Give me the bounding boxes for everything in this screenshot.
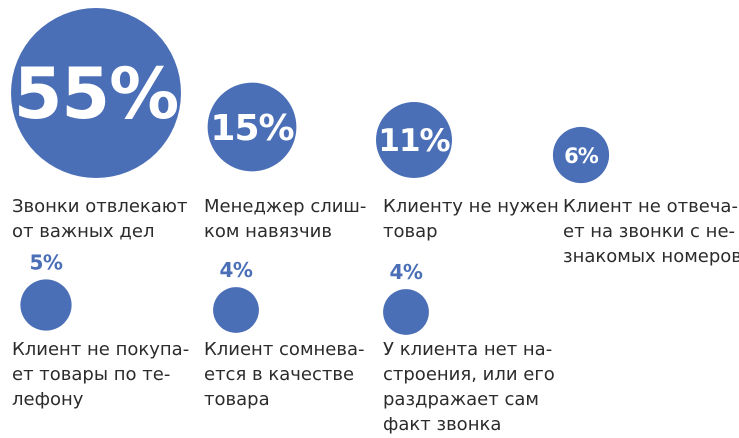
value-label: 11% bbox=[378, 123, 450, 159]
bubble-item: 4% У клиента нет на-строения, или его разд… bbox=[383, 260, 555, 435]
value-label: 6% bbox=[564, 144, 599, 168]
caption-line: Клиент не покупа- bbox=[12, 339, 189, 360]
value-label: 4% bbox=[220, 258, 253, 282]
caption-line: факт звонка bbox=[383, 414, 501, 435]
caption-line: Клиент сомнева- bbox=[204, 339, 365, 360]
caption-line: лефону bbox=[12, 389, 84, 410]
bubble bbox=[213, 287, 259, 333]
value-label: 15% bbox=[210, 108, 293, 149]
caption-line: раздражает сам bbox=[383, 389, 539, 410]
bubble-item: 55% Звонки отвлекают от важных дел bbox=[11, 8, 187, 242]
bubble bbox=[376, 102, 452, 178]
bubble bbox=[207, 82, 297, 172]
caption-line: знакомых номеров bbox=[563, 246, 739, 267]
caption-line: Звонки отвлекают bbox=[12, 196, 187, 217]
caption-line: товар bbox=[383, 221, 438, 242]
bubble-item: 6% Клиент не отвеча-ет на звонки с не-зна… bbox=[552, 126, 739, 267]
value-label: 5% bbox=[30, 250, 63, 274]
bubble-item: 5% Клиент не покупа-ет товары по те-лефон… bbox=[12, 250, 189, 410]
caption-line: товара bbox=[204, 389, 270, 410]
value-label: 55% bbox=[14, 53, 179, 135]
caption-line: Клиенту не нужен bbox=[383, 196, 559, 217]
bubble bbox=[20, 279, 72, 331]
value-label: 4% bbox=[390, 260, 423, 284]
bubble-caption: Клиент не покупа-ет товары по те-лефону bbox=[12, 339, 189, 410]
bubble-caption: Звонки отвлекают от важных дел bbox=[12, 196, 187, 242]
caption-line: Клиент не отвеча- bbox=[563, 196, 738, 217]
caption-line: ет товары по те- bbox=[12, 364, 170, 385]
caption-line: Менеджер слиш- bbox=[204, 196, 366, 217]
caption-line: ется в качестве bbox=[204, 364, 354, 385]
bubble bbox=[552, 126, 610, 184]
bubble-caption: Клиент сомнева-ется в качестве товара bbox=[204, 339, 365, 410]
bubble-item: 15% Менеджер слиш-ком навязчив bbox=[204, 82, 366, 242]
bubble-caption: Менеджер слиш-ком навязчив bbox=[204, 196, 366, 242]
bubble-item: 4% Клиент сомнева-ется в качестве товара bbox=[204, 258, 365, 410]
bubble-caption: Клиенту не нужен товар bbox=[383, 196, 559, 242]
bubble-caption: У клиента нет на-строения, или его раздра… bbox=[383, 339, 555, 435]
caption-line: ет на звонки с не- bbox=[563, 221, 735, 242]
bubble-item: 11% Клиенту не нужен товар bbox=[376, 102, 559, 242]
bubble bbox=[383, 289, 429, 335]
caption-line: строения, или его bbox=[383, 364, 555, 385]
bubble bbox=[11, 8, 181, 178]
caption-line: от важных дел bbox=[12, 221, 154, 242]
bubble-caption: Клиент не отвеча-ет на звонки с не-знако… bbox=[563, 196, 739, 267]
caption-line: У клиента нет на- bbox=[383, 339, 552, 360]
caption-line: ком навязчив bbox=[204, 221, 332, 242]
